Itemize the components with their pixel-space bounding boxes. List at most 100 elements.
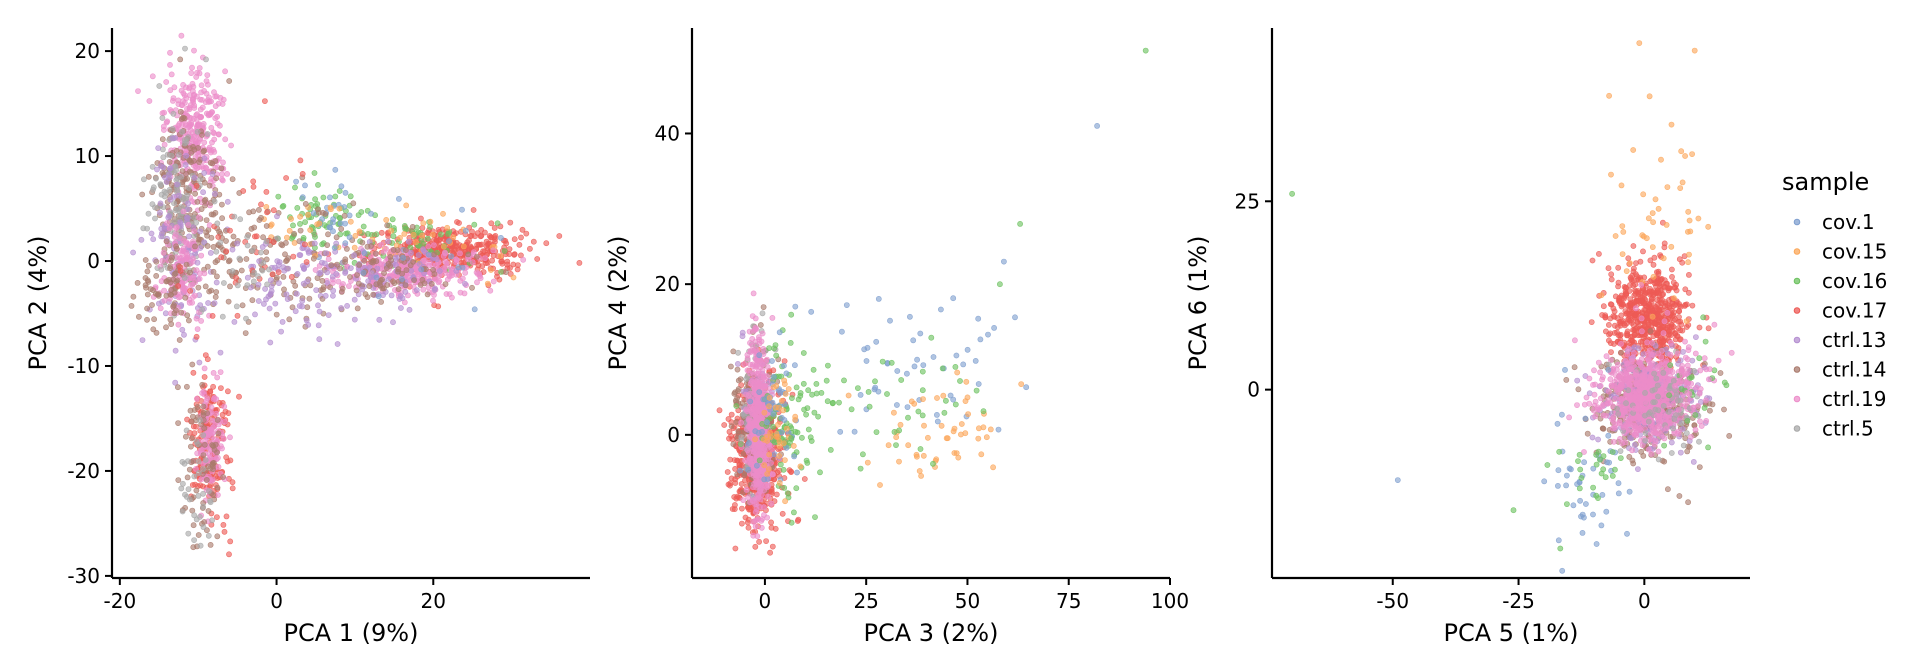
- scatter-point: [863, 358, 870, 364]
- scatter-point: [171, 310, 178, 317]
- scatter-point: [761, 462, 768, 469]
- scatter-point: [440, 210, 446, 217]
- scatter-point: [430, 266, 436, 273]
- scatter-point: [184, 105, 190, 112]
- scatter-point: [284, 296, 291, 302]
- scatter-point: [244, 242, 251, 249]
- scatter-point: [327, 206, 334, 213]
- scatter-point: [199, 381, 206, 388]
- scatter-point: [198, 317, 204, 324]
- scatter-point: [197, 228, 204, 235]
- scatter-point: [424, 235, 431, 242]
- scatter-point: [355, 212, 362, 218]
- scatter-point: [866, 403, 873, 410]
- scatter-point: [1666, 285, 1672, 292]
- scatter-point: [448, 253, 454, 260]
- scatter-point: [1660, 339, 1667, 345]
- scatter-point: [192, 190, 198, 197]
- scatter-point: [259, 267, 266, 274]
- scatter-point: [415, 252, 422, 258]
- scatter-point: [338, 305, 344, 311]
- scatter-point: [875, 295, 882, 302]
- scatter-point: [865, 388, 872, 395]
- scatter-point: [753, 363, 760, 370]
- scatter-point: [1603, 328, 1609, 335]
- scatter-point: [400, 254, 406, 261]
- scatter-point: [314, 221, 321, 228]
- scatter-point: [749, 342, 756, 349]
- scatter-point: [1018, 381, 1025, 387]
- scatter-point: [1624, 310, 1630, 317]
- scatter-point: [147, 286, 154, 292]
- scatter-point: [161, 109, 167, 116]
- scatter-point: [315, 322, 322, 329]
- scatter-point: [157, 163, 164, 169]
- scatter-point: [383, 216, 390, 223]
- scatter-point: [761, 436, 767, 443]
- scatter-point: [731, 494, 738, 500]
- scatter-point: [797, 390, 804, 396]
- scatter-point: [752, 523, 759, 530]
- scatter-point: [757, 322, 764, 328]
- scatter-point: [514, 266, 521, 273]
- scatter-point: [919, 412, 926, 419]
- scatter-point: [201, 441, 208, 448]
- scatter-point: [251, 233, 258, 240]
- scatter-point: [1633, 324, 1640, 331]
- scatter-point: [346, 234, 353, 241]
- scatter-point: [342, 258, 348, 265]
- scatter-point: [771, 373, 777, 380]
- scatter-point: [801, 476, 808, 482]
- scatter-point: [431, 251, 437, 258]
- scatter-point: [469, 284, 475, 291]
- scatter-point: [193, 267, 200, 274]
- scatter-point: [402, 247, 409, 253]
- scatter-point: [794, 429, 801, 436]
- scatter-point: [304, 304, 311, 311]
- scatter-point: [764, 470, 771, 477]
- y-axis-title: PCA 2 (4%): [24, 236, 52, 371]
- scatter-point: [186, 241, 193, 247]
- scatter-point: [205, 112, 212, 119]
- scatter-point: [325, 312, 332, 318]
- scatter-point: [354, 305, 361, 312]
- scatter-point: [351, 316, 358, 323]
- scatter-point: [158, 230, 165, 237]
- scatter-point: [424, 291, 431, 298]
- x-axis-title: PCA 1 (9%): [284, 619, 419, 647]
- scatter-point: [163, 79, 170, 85]
- scatter-point: [960, 361, 967, 368]
- scatter-point: [291, 230, 297, 237]
- scatter-point: [227, 538, 234, 545]
- scatter-point: [190, 95, 196, 102]
- scatter-point: [242, 330, 249, 336]
- scatter-point: [257, 249, 264, 256]
- scatter-point: [345, 283, 352, 289]
- scatter-point: [299, 170, 306, 177]
- scatter-point: [450, 234, 457, 241]
- scatter-point: [163, 119, 170, 126]
- scatter-point: [191, 47, 197, 54]
- scatter-point: [272, 300, 279, 307]
- scatter-point: [148, 230, 155, 237]
- scatter-point: [215, 131, 222, 138]
- scatter-point: [950, 295, 957, 302]
- scatter-point: [751, 327, 757, 334]
- scatter-point: [402, 288, 409, 295]
- scatter-point: [894, 402, 900, 408]
- scatter-point: [299, 297, 306, 304]
- scatter-point: [395, 195, 402, 202]
- scatter-point: [192, 163, 199, 169]
- scatter-point: [233, 303, 240, 310]
- scatter-point: [196, 275, 203, 282]
- scatter-point: [398, 276, 405, 282]
- scatter-point: [461, 290, 468, 297]
- scatter-point: [185, 317, 192, 324]
- scatter-point: [845, 392, 852, 399]
- scatter-point: [161, 287, 167, 294]
- scatter-point: [776, 404, 782, 411]
- scatter-point: [185, 530, 192, 537]
- scatter-point: [210, 211, 217, 218]
- scatter-point: [934, 418, 941, 425]
- scatter-point: [361, 250, 368, 257]
